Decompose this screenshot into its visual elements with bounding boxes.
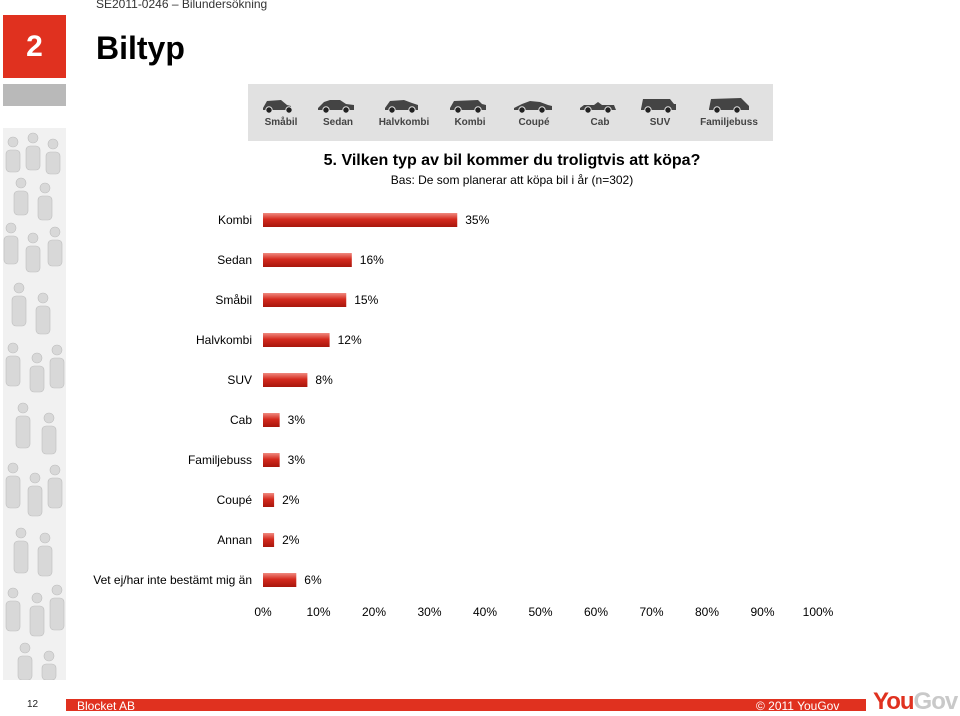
category-label: Halvkombi: [196, 333, 252, 347]
bar-chart: Kombi 35% Sedan 16% Småbil 15% Halvkombi 12% SUV…: [93, 213, 834, 619]
suv-icon: [641, 99, 676, 114]
data-label: 35%: [465, 213, 489, 227]
car-type-label: SUV: [649, 117, 671, 128]
car-type-label: Småbil: [264, 117, 298, 128]
category-label: Familjebuss: [188, 453, 252, 467]
bar-8: [263, 533, 275, 547]
bar-4: [263, 373, 308, 387]
car-type-label: Coupé: [518, 117, 550, 128]
x-tick-label: 100%: [803, 605, 834, 619]
x-tick-label: 20%: [362, 605, 386, 619]
car-type-0: Småbil: [249, 84, 313, 141]
car-type-4: Coupé: [502, 84, 566, 141]
car-type-3: Kombi: [438, 84, 502, 141]
category-label: Cab: [230, 413, 252, 427]
car-type-5: Cab: [568, 84, 632, 141]
section-number: 2: [3, 15, 66, 78]
car-type-1: Sedan: [306, 84, 370, 141]
x-tick-label: 0%: [254, 605, 272, 619]
page-number: 12: [27, 699, 39, 710]
data-label: 6%: [304, 573, 322, 587]
x-tick-label: 80%: [695, 605, 719, 619]
car-types-strip: Småbil Sedan Halvkombi Kombi Coupé Cab SUV Fami…: [248, 84, 773, 141]
car-type-2: Halvkombi: [372, 84, 436, 141]
car-type-label: Sedan: [322, 117, 353, 128]
x-tick-label: 90%: [750, 605, 774, 619]
small-car-icon: [263, 100, 293, 114]
car-type-label: Kombi: [454, 117, 486, 128]
category-label: Annan: [217, 533, 252, 547]
data-label: 2%: [282, 493, 300, 507]
x-tick-label: 70%: [639, 605, 663, 619]
section-decoration: [3, 84, 66, 106]
bar-6: [263, 453, 280, 467]
footer-copyright: © 2011 YouGov: [756, 699, 840, 713]
category-label: Småbil: [215, 293, 252, 307]
yougov-logo: YouGov: [873, 688, 958, 715]
data-label: 12%: [338, 333, 362, 347]
convertible-icon: [580, 102, 616, 114]
x-tick-label: 10%: [306, 605, 330, 619]
footer-client: Blocket AB: [77, 699, 136, 713]
sedan-icon: [318, 100, 354, 114]
category-label: Sedan: [217, 253, 252, 267]
data-label: 3%: [288, 453, 306, 467]
car-type-7: Familjebuss: [697, 84, 761, 141]
data-label: 3%: [288, 413, 306, 427]
bar-2: [263, 293, 347, 307]
bar-5: [263, 413, 280, 427]
bar-9: [263, 573, 297, 587]
station-wagon-icon: [450, 100, 486, 114]
bar-7: [263, 493, 275, 507]
crowd-illustration-icon: [3, 128, 66, 680]
category-label: SUV: [227, 373, 252, 387]
car-type-label: Cab: [590, 117, 610, 128]
x-tick-label: 40%: [473, 605, 497, 619]
hatchback-icon: [385, 100, 418, 114]
page-title: Biltyp: [96, 30, 185, 66]
data-label: 8%: [315, 373, 333, 387]
bar-1: [263, 253, 352, 267]
car-type-label: Halvkombi: [378, 117, 430, 128]
data-label: 15%: [354, 293, 378, 307]
bar-0: [263, 213, 458, 227]
category-label: Kombi: [218, 213, 252, 227]
car-type-6: SUV: [628, 84, 692, 141]
car-type-label: Familjebuss: [700, 117, 758, 128]
minivan-icon: [709, 98, 749, 114]
report-reference: SE2011-0246 – Bilundersökning: [96, 0, 268, 11]
data-label: 2%: [282, 533, 300, 547]
chart-title: 5. Vilken typ av bil kommer du troligtvi…: [323, 152, 701, 169]
footer-bar: [66, 699, 866, 711]
coupe-icon: [514, 101, 552, 114]
category-label: Coupé: [217, 493, 253, 507]
x-tick-label: 60%: [584, 605, 608, 619]
x-tick-label: 30%: [417, 605, 441, 619]
x-tick-label: 50%: [528, 605, 552, 619]
category-label: Vet ej/har inte bestämt mig än: [93, 573, 252, 587]
data-label: 16%: [360, 253, 384, 267]
chart-subtitle: Bas: De som planerar att köpa bil i år (…: [390, 173, 634, 187]
bar-3: [263, 333, 330, 347]
